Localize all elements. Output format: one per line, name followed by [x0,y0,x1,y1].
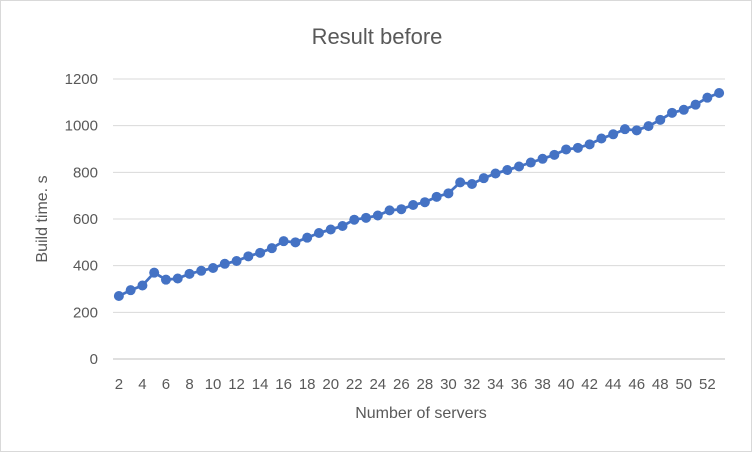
y-tick-label: 1200 [65,71,98,88]
data-point [219,258,230,269]
y-tick-label: 600 [73,211,98,228]
data-point [149,267,160,278]
data-point [408,200,419,210]
y-tick-label: 800 [73,164,98,181]
chart-title: Result before [312,24,443,49]
x-tick-label: 36 [511,376,528,393]
x-tick-label: 52 [699,376,716,393]
x-tick-label: 26 [393,376,410,393]
x-tick-label: 42 [581,376,598,393]
data-point [125,285,136,296]
data-point [561,144,572,155]
series-line [118,91,720,298]
x-tick-label: 50 [675,376,692,393]
y-tick-label: 400 [73,258,98,275]
x-tick-label: 48 [652,376,669,393]
x-tick-label: 18 [299,376,316,393]
data-point [325,224,336,235]
data-point [502,165,513,175]
x-tick-label: 30 [440,376,457,393]
data-point [290,237,301,248]
data-point [455,177,466,188]
data-point [537,153,548,164]
data-point [113,291,124,301]
data-point [337,221,348,231]
x-tick-label: 8 [185,376,193,393]
data-point [160,274,171,285]
data-point [667,107,678,118]
series-build-time [113,88,725,301]
data-point [231,256,242,266]
data-point [396,204,407,215]
data-point [572,142,583,153]
x-tick-label: 14 [252,376,269,393]
data-point [313,228,324,238]
data-point [631,125,642,136]
x-tick-label: 24 [369,376,386,393]
data-point [172,273,183,284]
data-point [549,149,560,160]
x-tick-label: 10 [205,376,222,393]
data-point [478,173,489,184]
data-point [243,251,254,262]
data-point [514,161,525,172]
data-point [384,205,395,216]
data-point [655,114,666,125]
data-point [278,236,289,247]
data-point [431,191,442,202]
x-tick-label: 16 [275,376,292,393]
x-tick-label: 28 [417,376,434,393]
data-point [208,263,219,273]
data-point [137,280,148,291]
data-point [643,121,654,132]
x-tick-label: 32 [464,376,481,393]
data-point [419,197,430,208]
data-point [596,133,607,144]
y-tick-label: 200 [73,304,98,321]
x-axis-ticks: 2 4 6 8 10 12 14 16 18 20 22 24 26 28 30 32 34 36 38 40 42 44… [115,376,716,393]
x-tick-label: 22 [346,376,363,393]
data-point [608,129,619,140]
data-point [678,104,689,115]
x-axis-title: Number of servers [355,405,487,422]
data-point [184,268,195,279]
y-axis-ticks: 0 200 400 600 800 1000 1200 [65,71,98,368]
data-point [196,265,207,276]
x-tick-label: 20 [322,376,339,393]
data-point [255,247,266,258]
x-tick-label: 12 [228,376,245,393]
x-tick-label: 2 [115,376,123,393]
y-axis-title: Build time. s [34,175,51,262]
x-tick-label: 6 [162,376,170,393]
data-point [690,99,701,110]
data-point [702,92,713,103]
data-point [466,179,477,189]
data-point [584,139,595,150]
x-tick-label: 4 [138,376,146,393]
x-tick-label: 44 [605,376,622,393]
data-point [443,188,454,199]
x-tick-label: 46 [628,376,645,393]
data-point [302,232,313,243]
data-point [714,88,725,98]
x-tick-label: 40 [558,376,575,393]
data-point [266,243,277,254]
data-point [372,210,383,221]
y-tick-label: 1000 [65,118,98,135]
data-point [490,168,501,179]
data-point [361,212,372,223]
data-point [349,214,360,225]
data-point [525,157,536,168]
y-tick-label: 0 [90,351,98,368]
x-tick-label: 38 [534,376,551,393]
data-point [619,124,630,135]
x-tick-label: 34 [487,376,504,393]
gridlines [113,78,725,360]
